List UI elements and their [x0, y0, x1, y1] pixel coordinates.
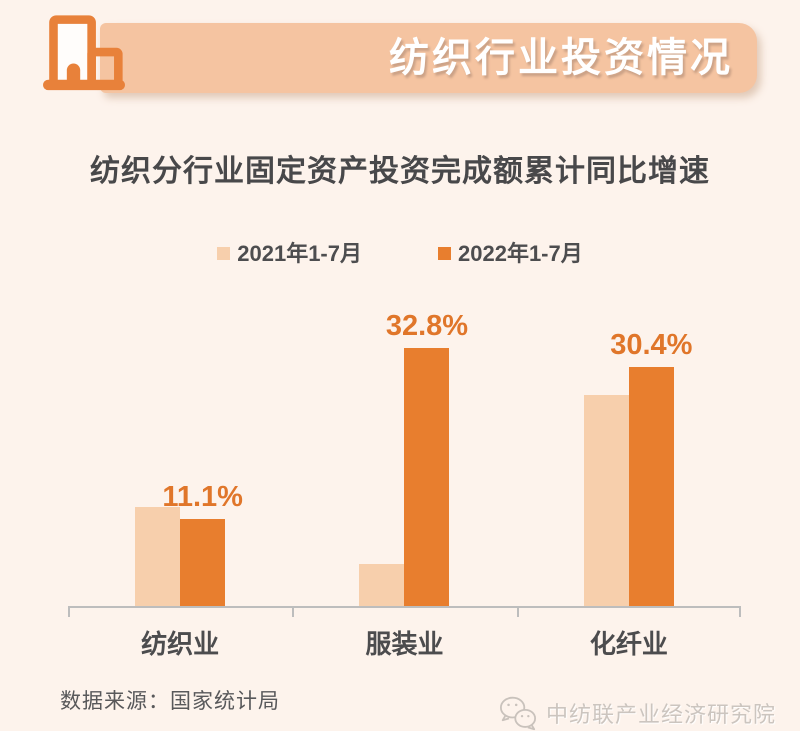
bar-series2-group2: 32.8%: [386, 310, 468, 606]
legend-swatch-2021: [217, 246, 231, 260]
axis-tick: [292, 608, 295, 617]
bar-group-3: 30.4%: [517, 326, 741, 606]
category-label: 纺织业: [141, 629, 220, 659]
data-source: 数据来源：国家统计局: [60, 690, 280, 713]
value-label: 11.1%: [162, 481, 243, 513]
legend-label-2021: 2021年1-7月: [237, 241, 362, 266]
title-banner: 纺织行业投资情况: [100, 23, 757, 93]
legend: 2021年1-7月 2022年1-7月: [0, 236, 800, 268]
axis-tick: [68, 608, 70, 617]
bar-series1-group2: [359, 564, 405, 606]
legend-item-2021: 2021年1-7月: [217, 236, 362, 268]
bar-group-2: 32.8%: [292, 310, 516, 606]
category-label: 服装业: [365, 629, 444, 659]
legend-item-2022: 2022年1-7月: [438, 236, 583, 268]
bar-series1-group3: [583, 395, 629, 606]
axis-tick: [516, 608, 519, 617]
category-labels: 纺织业 服装业 化纤业: [68, 608, 741, 661]
chart-title: 纺织分行业固定资产投资完成额累计同比增速: [90, 155, 710, 188]
bar-group-1: 11.1%: [68, 326, 292, 606]
watermark: 中纺联产业经济研究院: [498, 695, 776, 731]
value-label: 32.8%: [385, 310, 469, 342]
footer: 数据来源：国家统计局 中纺联产业经济研究院: [60, 685, 776, 731]
banner-title: 纺织行业投资情况: [389, 36, 733, 80]
building-icon: [43, 15, 125, 91]
axis-tick: [739, 608, 741, 617]
wechat-icon: [499, 696, 536, 731]
legend-swatch-2022: [438, 246, 451, 260]
legend-label-2022: 2022年1-7月: [458, 241, 583, 266]
bar-series2-group1: 11.1%: [162, 481, 243, 606]
bar-series1-group1: [135, 507, 181, 606]
watermark-text: 中纺联产业经济研究院: [545, 702, 776, 727]
value-label: 30.4%: [610, 329, 693, 361]
category-label: 化纤业: [589, 629, 668, 659]
bar-series2-group3: 30.4%: [610, 329, 692, 606]
header: 纺织行业投资情况: [0, 0, 800, 95]
bar-chart: 11.1% 32.8% 30.4% 纺织业 服装业 化纤业: [0, 310, 800, 661]
plot-area: 11.1% 32.8% 30.4%: [68, 310, 741, 617]
